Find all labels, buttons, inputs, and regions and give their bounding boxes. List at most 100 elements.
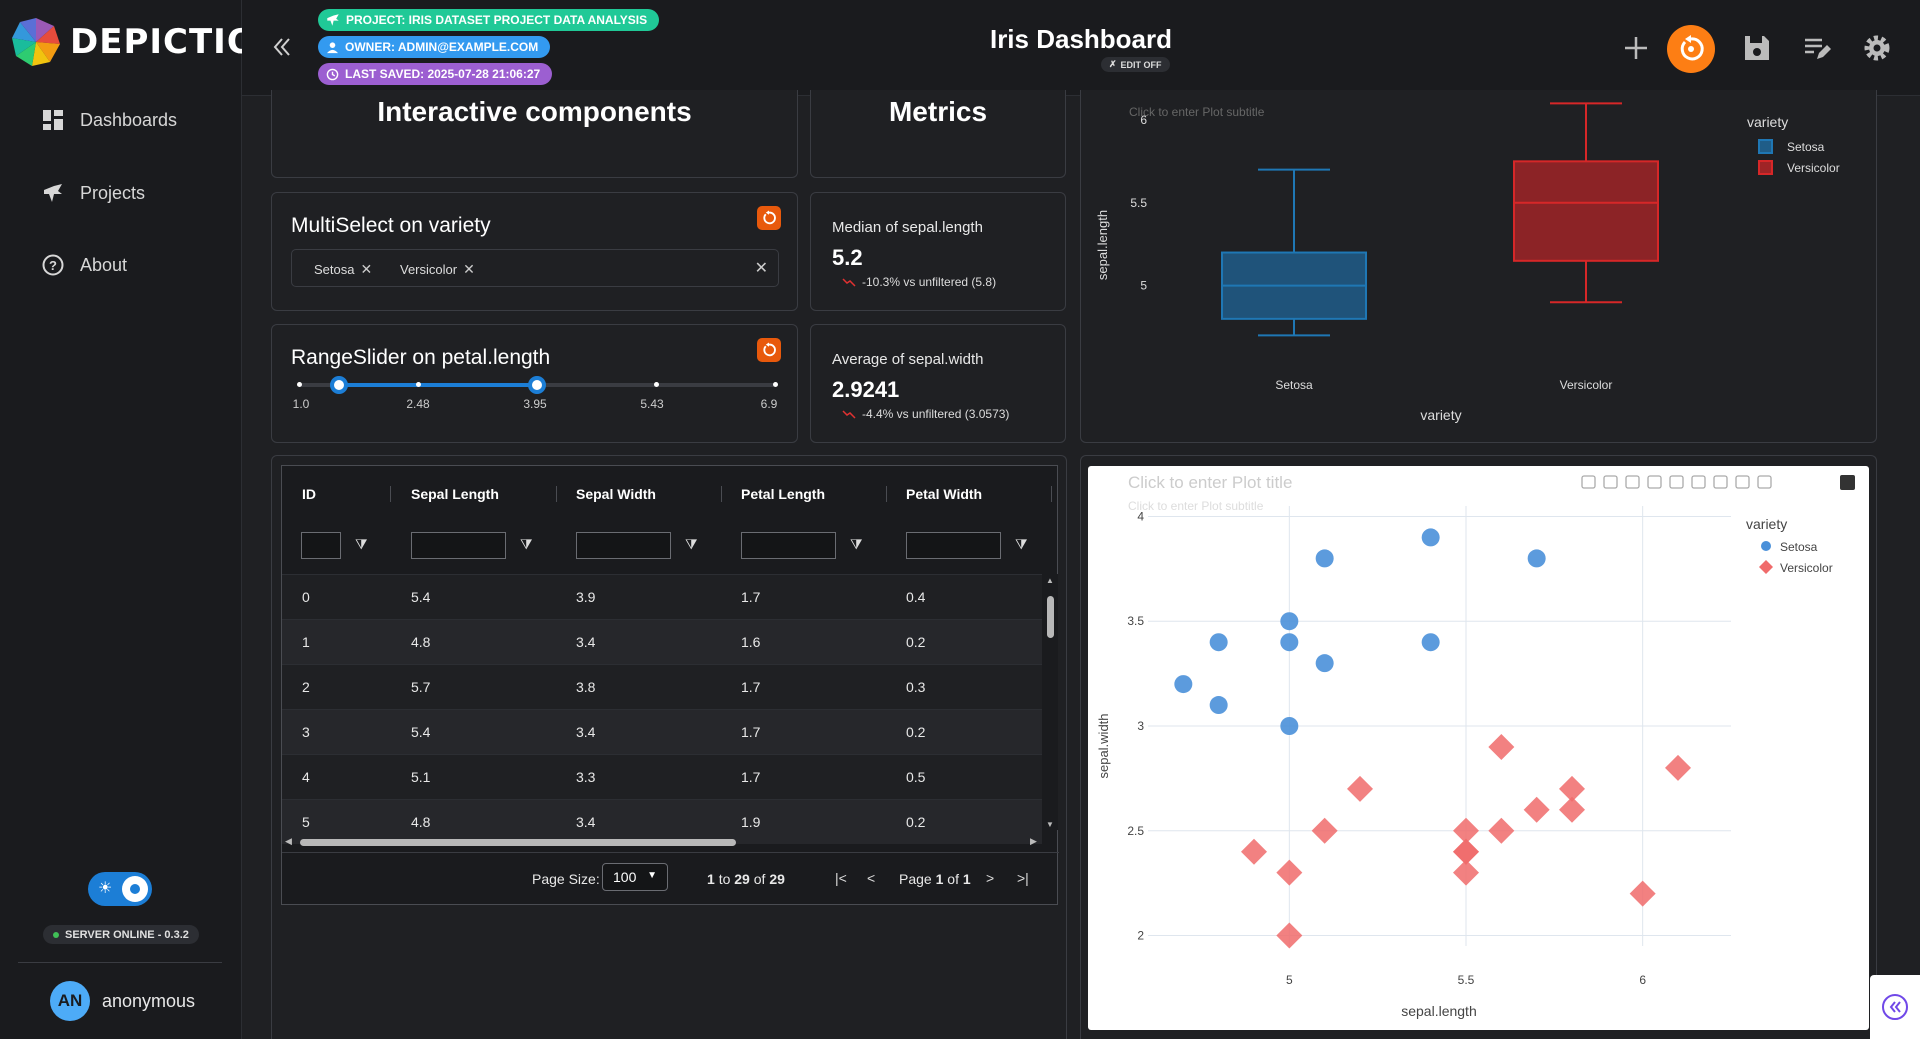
- chevron-down-icon: ▼: [647, 870, 657, 881]
- theme-toggle[interactable]: ☀: [88, 872, 152, 906]
- table-cell: 4: [302, 769, 310, 785]
- table-footer-divider: [282, 852, 1059, 853]
- projects-icon: [327, 14, 339, 26]
- expand-panel-button[interactable]: [1870, 975, 1920, 1039]
- filter-icon[interactable]: ⧩: [355, 536, 368, 552]
- variety-multiselect[interactable]: Setosa ✕ Versicolor ✕ ✕: [291, 249, 779, 287]
- logo[interactable]: DEPICTIO: [10, 16, 257, 68]
- slider-mark-label: 3.95: [523, 397, 547, 411]
- table-cell: 1.7: [741, 724, 761, 740]
- scroll-down-icon[interactable]: ▼: [1046, 820, 1054, 829]
- remove-pill-icon[interactable]: ✕: [360, 260, 373, 277]
- filter-input-petal-length[interactable]: [741, 532, 836, 559]
- scatter-point: [1488, 817, 1515, 844]
- scatter-point: [1629, 880, 1656, 907]
- slider-mark-label: 1.0: [292, 397, 310, 411]
- project-badge: Project: Iris Dataset Project Data Analy…: [318, 9, 660, 31]
- x-axis-label: variety: [1420, 407, 1461, 423]
- edit-mode-badge[interactable]: ✗ EDIT OFF: [1101, 57, 1170, 72]
- column-header-sepal-width[interactable]: Sepal Width: [576, 486, 656, 502]
- table-row[interactable]: 3 5.4 3.4 1.7 0.2: [282, 709, 1042, 754]
- sidebar-item-projects[interactable]: Projects: [42, 182, 145, 204]
- scrollbar-thumb[interactable]: [300, 839, 736, 846]
- filter-input-id[interactable]: [301, 532, 341, 559]
- save-button[interactable]: [1739, 30, 1775, 66]
- sidebar-item-dashboards[interactable]: Dashboards: [42, 109, 177, 131]
- gear-icon: [1864, 35, 1890, 61]
- page-size-select[interactable]: 100 ▼: [602, 863, 668, 891]
- scatter-point: [1527, 549, 1546, 568]
- horizontal-scrollbar[interactable]: ◀ ▶: [282, 836, 1042, 848]
- table-row[interactable]: 5 4.8 3.4 1.9 0.2: [282, 799, 1042, 844]
- last-page-button[interactable]: >|: [1017, 870, 1029, 886]
- edit-notes-button[interactable]: [1799, 30, 1835, 66]
- filter-icon[interactable]: ⧩: [850, 536, 863, 552]
- column-separator: [556, 486, 557, 502]
- legend-label: Setosa: [1780, 540, 1818, 554]
- settings-button[interactable]: [1859, 30, 1895, 66]
- table-cell: 1.6: [741, 634, 761, 650]
- column-header-sepal-length[interactable]: Sepal Length: [411, 486, 499, 502]
- table-row[interactable]: 2 5.7 3.8 1.7 0.3: [282, 664, 1042, 709]
- filter-input-sepal-width[interactable]: [576, 532, 671, 559]
- column-header-petal-width[interactable]: Petal Width: [906, 486, 983, 502]
- vertical-scrollbar[interactable]: ▲ ▼: [1042, 574, 1058, 830]
- x-tick-label: 6: [1639, 973, 1646, 987]
- scatter-plot[interactable]: Click to enter Plot title Click to enter …: [1088, 466, 1869, 1030]
- scatter-point: [1280, 633, 1299, 652]
- status-dot: [53, 931, 59, 938]
- svg-text:?: ?: [49, 258, 57, 273]
- range-slider-track[interactable]: [297, 376, 778, 394]
- filter-input-sepal-length[interactable]: [411, 532, 506, 559]
- table-cell: 0.2: [906, 814, 926, 830]
- column-header-id[interactable]: ID: [302, 486, 316, 502]
- page-word: Page: [899, 871, 932, 887]
- reset-filter-button[interactable]: [757, 206, 781, 230]
- scatter-point: [1453, 838, 1479, 865]
- scatter-point: [1276, 859, 1303, 886]
- legend-label: Versicolor: [1787, 161, 1840, 175]
- filter-input-petal-width[interactable]: [906, 532, 1001, 559]
- prev-page-button[interactable]: <: [867, 870, 876, 886]
- sidebar-item-about[interactable]: ? About: [42, 254, 127, 276]
- first-page-button[interactable]: |<: [835, 870, 847, 886]
- notes-edit-icon: [1805, 38, 1831, 59]
- remove-pill-icon[interactable]: ✕: [463, 260, 475, 277]
- scatter-point: [1315, 654, 1334, 673]
- home-icon: [1757, 475, 1772, 489]
- legend-swatch: [1758, 139, 1773, 154]
- reset-icon: [763, 342, 776, 357]
- reset-filter-button[interactable]: [757, 338, 781, 362]
- table-row[interactable]: 0 5.4 3.9 1.7 0.4: [282, 574, 1042, 619]
- selected-pill: Versicolor ✕: [400, 259, 475, 279]
- scroll-right-icon[interactable]: ▶: [1030, 836, 1037, 846]
- y-tick-label: 2.5: [1127, 824, 1144, 838]
- filter-icon[interactable]: ⧩: [685, 536, 698, 552]
- clear-selection-icon[interactable]: ✕: [754, 260, 768, 277]
- scroll-left-icon[interactable]: ◀: [285, 836, 292, 846]
- box-plot[interactable]: Click to enter Plot subtitle 5 5.5 6 Setosa V…: [1081, 90, 1876, 442]
- table-cell: 3.4: [576, 814, 596, 830]
- box-plot-panel: Click to enter Plot subtitle 5 5.5 6 Setosa V…: [1080, 90, 1877, 443]
- range-slider-thumb-low[interactable]: [330, 376, 349, 394]
- avatar[interactable]: AN: [50, 981, 90, 1021]
- next-page-button[interactable]: >: [986, 870, 995, 886]
- table-cell: 4.8: [411, 634, 431, 650]
- range-slider-thumb-high[interactable]: [528, 376, 546, 394]
- x-tick-label: 5.5: [1458, 973, 1475, 987]
- plot-subtitle: Click to enter Plot subtitle: [1129, 105, 1265, 119]
- reset-all-filters-button[interactable]: [1667, 25, 1715, 73]
- scroll-up-icon[interactable]: ▲: [1046, 576, 1054, 585]
- filter-icon[interactable]: ⧩: [1015, 536, 1028, 552]
- table-cell: 0.5: [906, 769, 926, 785]
- table-row[interactable]: 4 5.1 3.3 1.7 0.5: [282, 754, 1042, 799]
- table-row[interactable]: 1 4.8 3.4 1.6 0.2: [282, 619, 1042, 664]
- last-saved-text: Last saved: 2025-07-28 21:06:27: [345, 67, 541, 81]
- scrollbar-thumb[interactable]: [1047, 596, 1054, 638]
- clock-icon: [326, 68, 339, 80]
- collapse-sidebar-button[interactable]: [270, 34, 294, 66]
- add-component-button[interactable]: [1618, 30, 1654, 66]
- filter-icon[interactable]: ⧩: [520, 536, 533, 552]
- column-header-petal-length[interactable]: Petal Length: [741, 486, 826, 502]
- scatter-point: [1559, 775, 1585, 802]
